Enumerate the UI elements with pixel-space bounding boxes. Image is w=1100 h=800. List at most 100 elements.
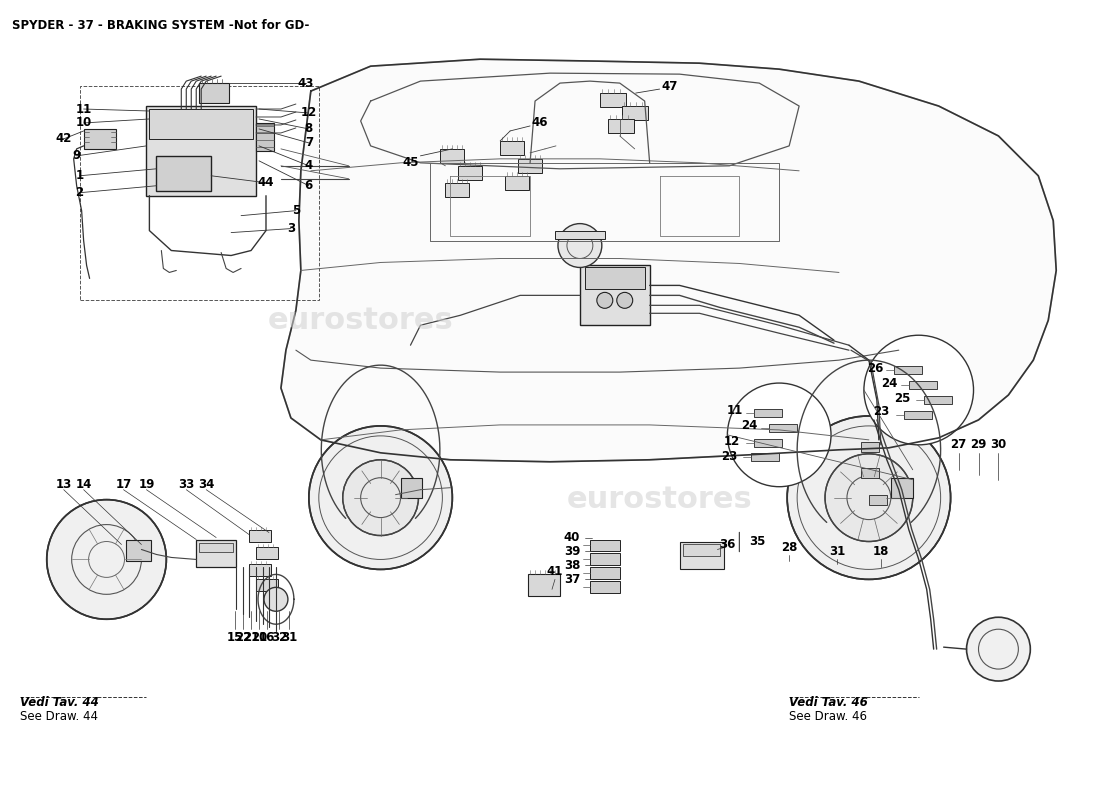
Circle shape: [788, 416, 950, 579]
Text: 31: 31: [280, 630, 297, 644]
Bar: [861, 468, 879, 478]
Text: 14: 14: [76, 478, 91, 491]
Bar: [256, 547, 278, 559]
Text: 3: 3: [287, 222, 295, 235]
Bar: [150, 109, 253, 139]
Bar: [199, 83, 229, 103]
Bar: [440, 149, 464, 163]
Text: 39: 39: [563, 545, 580, 558]
Bar: [84, 129, 116, 149]
Circle shape: [967, 618, 1031, 681]
Bar: [894, 366, 922, 374]
Text: 42: 42: [55, 133, 72, 146]
Text: 27: 27: [950, 438, 967, 451]
Text: 31: 31: [829, 545, 845, 558]
Bar: [769, 424, 798, 432]
Text: 19: 19: [139, 478, 155, 491]
Bar: [500, 141, 524, 155]
Text: 32: 32: [271, 630, 287, 644]
Bar: [446, 182, 470, 197]
Text: 24: 24: [741, 419, 758, 433]
Bar: [518, 159, 542, 173]
Circle shape: [864, 335, 974, 445]
Text: 1: 1: [76, 170, 84, 182]
Bar: [891, 478, 913, 498]
Text: 40: 40: [563, 531, 580, 544]
Text: 7: 7: [305, 136, 312, 150]
Text: Vedi Tav. 46: Vedi Tav. 46: [789, 697, 868, 710]
Bar: [146, 106, 256, 196]
Bar: [199, 542, 233, 553]
Circle shape: [47, 500, 166, 619]
Text: 41: 41: [547, 565, 563, 578]
Text: 21: 21: [243, 630, 260, 644]
Text: 37: 37: [564, 573, 580, 586]
Bar: [751, 453, 779, 461]
Text: 22: 22: [235, 630, 251, 644]
Text: 5: 5: [292, 204, 300, 217]
Bar: [924, 396, 952, 404]
Text: 11: 11: [76, 102, 91, 115]
Text: 29: 29: [970, 438, 987, 451]
Bar: [256, 579, 278, 591]
Bar: [256, 123, 274, 151]
Circle shape: [558, 224, 602, 267]
Circle shape: [727, 383, 830, 486]
Text: 16: 16: [258, 630, 275, 644]
Text: 9: 9: [73, 150, 80, 162]
Circle shape: [617, 292, 632, 308]
Bar: [556, 230, 605, 238]
Text: 12: 12: [723, 435, 739, 448]
Circle shape: [264, 587, 288, 611]
Text: 2: 2: [76, 186, 84, 199]
Text: 28: 28: [781, 541, 798, 554]
Text: 12: 12: [300, 106, 317, 119]
Circle shape: [343, 460, 418, 535]
Bar: [156, 156, 211, 190]
Text: 25: 25: [894, 391, 911, 405]
Text: 18: 18: [872, 545, 889, 558]
Text: See Draw. 46: See Draw. 46: [789, 710, 867, 723]
Text: 47: 47: [661, 79, 678, 93]
Text: Vedi Tav. 44: Vedi Tav. 44: [20, 697, 99, 710]
Text: 38: 38: [563, 559, 580, 572]
Text: 8: 8: [305, 122, 314, 135]
Text: 34: 34: [198, 478, 214, 491]
Bar: [755, 439, 782, 447]
Text: 24: 24: [881, 377, 896, 390]
Bar: [682, 545, 720, 557]
Bar: [590, 539, 619, 551]
Text: 23: 23: [872, 406, 889, 418]
Bar: [249, 565, 271, 576]
Bar: [869, 494, 887, 505]
Bar: [196, 539, 236, 567]
Text: 17: 17: [116, 478, 132, 491]
Polygon shape: [280, 59, 1056, 462]
Bar: [608, 119, 634, 133]
Bar: [861, 442, 879, 452]
Text: 45: 45: [403, 156, 419, 170]
Text: 46: 46: [531, 117, 548, 130]
Bar: [590, 554, 619, 566]
Bar: [79, 86, 319, 300]
Text: SPYDER - 37 - BRAKING SYSTEM -Not for GD-: SPYDER - 37 - BRAKING SYSTEM -Not for GD…: [12, 19, 309, 32]
Text: 10: 10: [76, 117, 91, 130]
Bar: [621, 106, 648, 120]
Text: 43: 43: [298, 77, 314, 90]
Bar: [400, 478, 422, 498]
Bar: [126, 539, 152, 562]
Bar: [755, 409, 782, 417]
Circle shape: [825, 454, 913, 542]
Text: eurostores: eurostores: [566, 485, 752, 514]
Bar: [590, 582, 619, 594]
Text: 23: 23: [722, 450, 737, 463]
Text: 44: 44: [257, 176, 274, 190]
Text: 6: 6: [305, 179, 314, 192]
Bar: [909, 381, 937, 389]
Bar: [590, 567, 619, 579]
Bar: [528, 574, 560, 596]
Bar: [585, 267, 645, 290]
Text: 35: 35: [749, 535, 766, 548]
Text: 15: 15: [227, 630, 243, 644]
Bar: [580, 266, 650, 326]
